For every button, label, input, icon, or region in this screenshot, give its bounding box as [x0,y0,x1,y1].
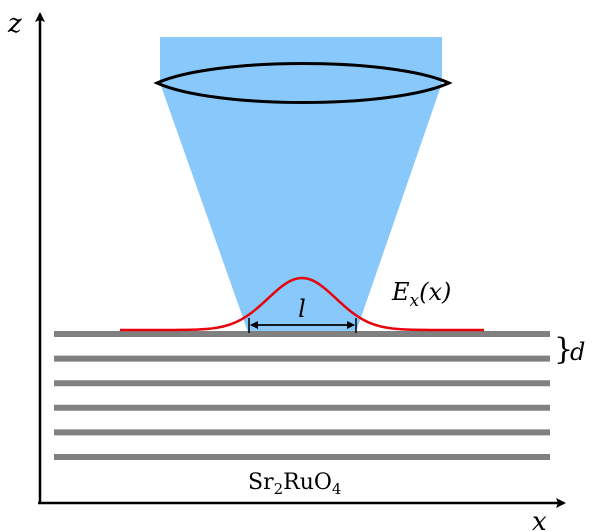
width-marker: l [248,295,357,333]
material-label-part2: RuO [283,470,332,495]
material-label-sub2: 4 [332,480,342,498]
field-label-subscript: x [410,291,420,311]
beam-cone [160,83,442,332]
spacing-label: d [570,338,585,366]
material-label: Sr2RuO4 [248,470,341,498]
field-label-symbol: E [391,278,410,306]
field-label-argument: (x) [419,278,451,306]
material-label-sub1: 2 [274,480,284,498]
lens-icon [153,62,453,104]
field-profile-curve [120,276,484,332]
light-beam [160,37,442,332]
crystal-layers [54,331,550,460]
x-axis-label: x [532,507,547,531]
axes: z x [7,9,566,531]
beam-upper [160,37,442,85]
z-axis-label: z [7,9,22,39]
spacing-brace: } [554,332,573,367]
width-label: l [298,295,306,323]
material-label-part1: Sr [248,470,274,495]
field-label: Ex(x) [391,278,451,311]
